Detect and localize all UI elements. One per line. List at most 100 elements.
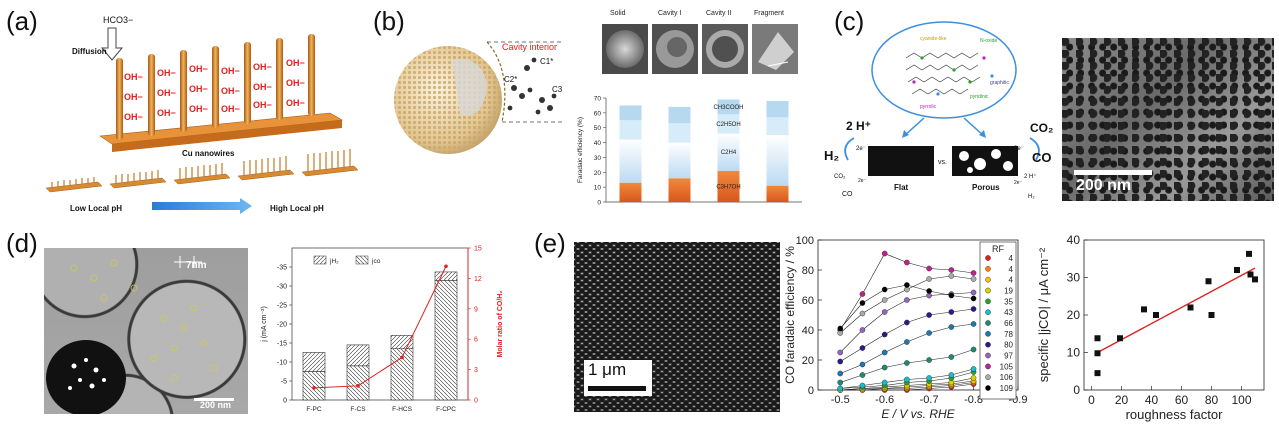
y2-tick-label: 3 <box>474 367 478 374</box>
series-point-7-1 <box>859 361 866 368</box>
series-point-10-6 <box>970 270 977 276</box>
svg-text:CO: CO <box>1032 150 1052 165</box>
y-axis-label: specific |jCO| / μA cm⁻² <box>1036 247 1051 382</box>
ratio-point-0 <box>312 386 316 390</box>
y-tick-label: 0 <box>1073 383 1080 397</box>
y-tick-label: 20 <box>1067 308 1081 322</box>
x-axis-label: roughness factor <box>1126 407 1224 422</box>
series-point-7-3 <box>904 339 910 345</box>
bar-c2h5oh-2 <box>717 114 740 134</box>
y-tick-label: -35 <box>277 265 287 272</box>
series-point-6-1 <box>859 372 866 378</box>
panel-c-sem-image: 200 nm <box>1062 38 1274 201</box>
y2-tick-label: 12 <box>474 276 482 283</box>
panel-label-a: (a) <box>6 6 38 36</box>
label-ch3cooh: CH3COOH <box>713 105 743 111</box>
series-point-12-0 <box>837 325 844 332</box>
svg-text:CO₂: CO₂ <box>834 174 846 180</box>
bar-c3h7oh-3 <box>766 185 789 202</box>
series-point-5-4 <box>926 375 932 381</box>
panel-d-tem-image: 7nm 200 nm <box>44 248 248 414</box>
doped-carbon-ellipse <box>871 21 1017 119</box>
panel-a-schematic: HCO3− Diffusion OH− OH− OH− OH− OH− OH− OH− O… <box>45 15 359 214</box>
legend-label-4: 35 <box>1004 297 1013 306</box>
bar-jh2-1 <box>346 344 370 367</box>
bar-ch3cooh-1 <box>668 106 691 124</box>
x-tick-label: 0 <box>1088 393 1095 407</box>
series-point-8-5 <box>948 309 955 315</box>
ratio-point-3 <box>444 264 448 269</box>
bar-c2h4-3 <box>766 135 789 186</box>
series-point-6-6 <box>970 346 977 353</box>
panel-label-b: (b) <box>373 6 405 36</box>
series-point-5-5 <box>948 372 955 378</box>
bar-jco-0 <box>302 371 326 401</box>
high-ph-label: High Local pH <box>270 204 324 213</box>
series-point-5-0 <box>837 385 844 392</box>
y2-tick-label: 15 <box>474 246 482 253</box>
legend-label-9: 97 <box>1004 352 1013 361</box>
legend-label-8: 80 <box>1004 341 1013 350</box>
series-point-7-5 <box>948 324 955 330</box>
ph-gradient-arrow <box>152 198 252 214</box>
ratio-line <box>313 266 447 389</box>
tem-scale-label: 200 nm <box>200 400 232 410</box>
data-point-9 <box>1234 267 1240 273</box>
panel-b-schematic: Cavity interior C1* C2* C3 <box>394 41 563 154</box>
plot-frame <box>817 239 1019 391</box>
svg-text:2e⁻: 2e⁻ <box>1014 180 1023 186</box>
label-c2h5oh: C2H5OH <box>716 122 740 128</box>
series-point-9-2 <box>881 309 888 315</box>
bar-jco-3 <box>434 279 458 401</box>
series-point-5-1 <box>859 382 866 389</box>
y-tick-label: 50 <box>594 125 602 132</box>
data-point-10 <box>1246 250 1252 257</box>
series-point-6-0 <box>837 379 844 386</box>
series-point-11-4 <box>926 276 932 282</box>
x-tick-label: 60 <box>1175 393 1189 407</box>
series-point-7-0 <box>837 370 844 377</box>
svg-text:OH−: OH− <box>286 78 305 88</box>
series-point-6-3 <box>904 360 910 366</box>
svg-text:Flat: Flat <box>894 183 909 192</box>
ratio-point-1 <box>356 384 360 388</box>
series-point-3-6 <box>970 375 977 381</box>
bar-jh2-3 <box>434 271 458 281</box>
series-point-9-3 <box>904 297 910 303</box>
svg-text:OH−: OH− <box>124 112 143 122</box>
y-tick-label: 30 <box>1067 271 1081 285</box>
series-point-8-4 <box>926 312 932 318</box>
legend-marker-7 <box>985 331 991 337</box>
legend-label-1: 4 <box>1009 265 1014 274</box>
svg-text:CO: CO <box>842 191 853 198</box>
data-point-4 <box>1141 306 1147 313</box>
y2-tick-label: 9 <box>474 306 478 313</box>
bar-c2h4-2 <box>717 133 740 171</box>
bar-c2h4-0 <box>619 139 642 183</box>
bar-c2h5oh-3 <box>766 117 789 136</box>
cu-nanowires-label: Cu nanowires <box>182 149 235 158</box>
y-tick-label: -15 <box>277 341 287 348</box>
bar-ch3cooh-0 <box>619 105 642 121</box>
x-tick-label: F-CS <box>350 406 366 413</box>
series-point-8-1 <box>859 345 866 351</box>
legend-marker-2 <box>985 276 991 283</box>
bar-c3h7oh-0 <box>619 182 642 202</box>
y2-tick-label: 0 <box>474 398 478 405</box>
y-axis-label: j (mA cm⁻²) <box>261 306 268 343</box>
legend-marker-8 <box>985 341 991 348</box>
panel-label-e: (e) <box>534 228 566 258</box>
x-tick-label: -0.7 <box>920 394 939 406</box>
svg-text:pyrrolic: pyrrolic <box>920 104 937 110</box>
y-tick-label: 0 <box>808 385 814 397</box>
y-tick-label: 30 <box>594 155 602 162</box>
legend-label-2: 4 <box>1009 276 1014 285</box>
data-point-3 <box>1117 335 1123 342</box>
legend-label-3: 19 <box>1004 287 1013 296</box>
legend-marker-3 <box>985 287 991 294</box>
svg-text:OH−: OH− <box>253 62 272 72</box>
svg-text:OH−: OH− <box>157 88 176 98</box>
series-point-11-2 <box>881 297 888 303</box>
y-tick-label: 70 <box>594 96 602 103</box>
bar-c2h5oh-1 <box>668 123 691 143</box>
